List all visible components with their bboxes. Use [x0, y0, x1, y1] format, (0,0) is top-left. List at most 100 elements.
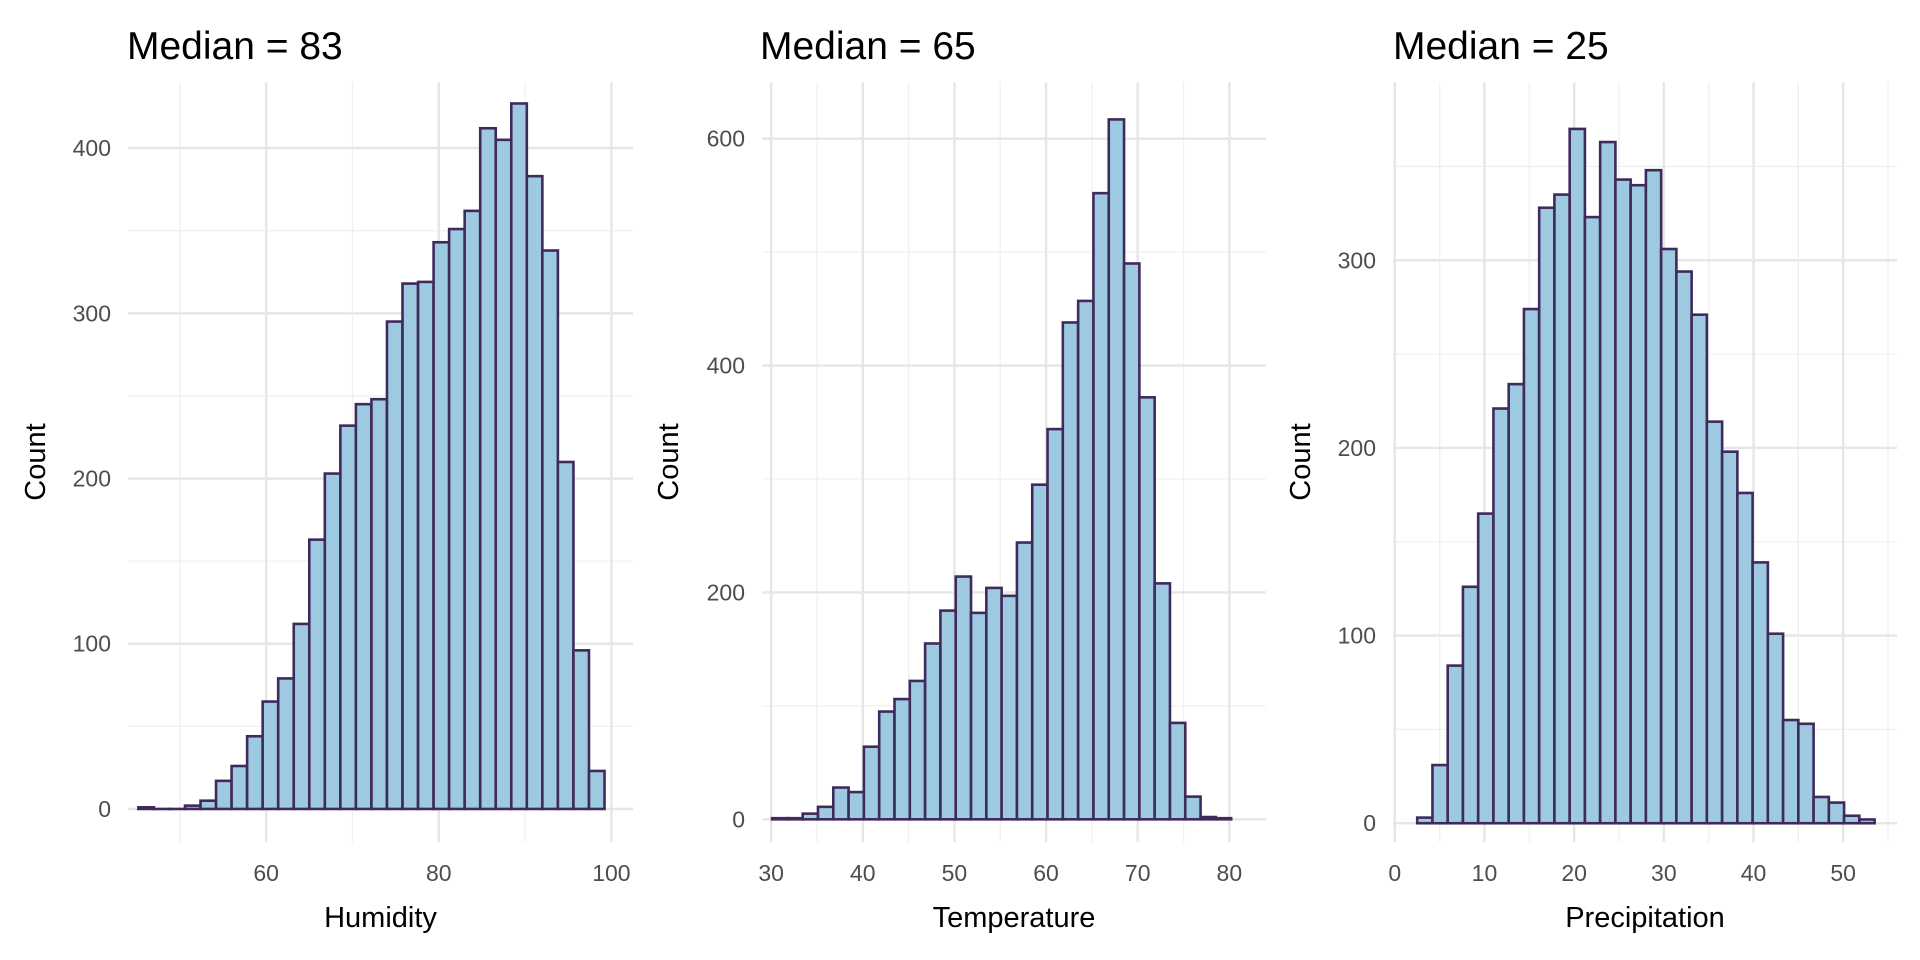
histogram-bar — [1461, 585, 1480, 825]
histogram-bar — [1614, 178, 1632, 825]
histogram-bar — [1842, 814, 1861, 825]
y-tick-label: 400 — [73, 135, 111, 161]
histogram-bar — [786, 816, 804, 821]
chart-panel-1: 60 80 100 0 100 200 300 400 Median = 83 Humidity C… — [20, 25, 633, 934]
chart-title: Median = 25 — [1393, 25, 1609, 68]
x-tick-label: 30 — [1651, 860, 1677, 886]
histogram-bar — [908, 679, 927, 821]
histogram-bar — [1199, 815, 1218, 821]
histogram-bar — [183, 804, 202, 811]
y-axis-label: Count — [653, 423, 685, 500]
histogram-bar — [541, 249, 560, 811]
x-tick-label: 30 — [758, 860, 784, 886]
y-tick-label: 100 — [1338, 623, 1376, 649]
histogram-bar — [1076, 299, 1095, 821]
histogram-bar — [509, 102, 529, 811]
histogram-bar — [1568, 127, 1587, 825]
histogram-bar — [1030, 483, 1049, 821]
histogram-bar — [261, 700, 280, 811]
histogram-bar — [1046, 427, 1065, 821]
y-tick-label: 0 — [732, 806, 745, 832]
x-tick-label: 10 — [1472, 860, 1498, 886]
histogram-bar — [276, 677, 296, 811]
histogram-bar — [1751, 561, 1770, 825]
histogram-bar — [1214, 816, 1233, 821]
y-tick-label: 300 — [73, 300, 111, 326]
y-tick-label: 300 — [1338, 247, 1376, 273]
histogram-bar — [1537, 206, 1556, 825]
histogram-bar — [1507, 382, 1526, 825]
histogram-bar — [416, 280, 435, 811]
x-tick-label: 100 — [592, 860, 630, 886]
histogram-bar — [1781, 718, 1800, 825]
x-tick-label: 20 — [1561, 860, 1587, 886]
histogram-bar — [1659, 247, 1678, 825]
histogram-bar — [292, 622, 311, 811]
histogram-bar — [862, 745, 881, 821]
histogram-bar — [1553, 193, 1571, 825]
histogram-bar — [985, 586, 1003, 821]
histogram-bar — [1168, 721, 1187, 821]
histogram-bar — [1476, 512, 1495, 825]
y-tick-label: 600 — [707, 126, 745, 152]
y-axis-label: Count — [20, 423, 52, 500]
x-tick-label: 50 — [1830, 860, 1856, 886]
histogram-bar — [1138, 396, 1156, 821]
y-axis-label: Count — [1285, 423, 1317, 500]
histogram-bar — [245, 734, 264, 811]
histogram-bar — [1644, 168, 1663, 825]
chart-panel-2: 30 40 50 60 70 80 0 200 400 600 Median = 65 Tempera… — [653, 25, 1266, 934]
histogram-bar — [463, 209, 482, 811]
chart-title: Median = 83 — [127, 25, 343, 68]
histogram-bar — [354, 402, 373, 811]
histogram-bar — [1797, 722, 1815, 825]
y-tick-label: 0 — [98, 796, 111, 822]
y-tick-label: 100 — [73, 631, 111, 657]
histogram-bar — [939, 609, 958, 821]
x-axis-label: Humidity — [324, 902, 437, 934]
histogram-bar — [1675, 270, 1693, 825]
histogram-bar — [1629, 183, 1648, 825]
chart-panel-3: 0 10 20 30 40 50 0 100 200 300 Median = 25 Precipit… — [1285, 25, 1897, 934]
histogram-bar — [1061, 321, 1080, 821]
histogram-bar — [1415, 816, 1434, 825]
histogram-bar — [478, 126, 498, 811]
x-tick-label: 70 — [1125, 860, 1151, 886]
histogram-bar — [214, 779, 233, 811]
histogram-bar — [877, 710, 896, 821]
x-axis-label: Precipitation — [1565, 902, 1725, 934]
x-tick-label: 0 — [1388, 860, 1401, 886]
x-tick-label: 80 — [426, 860, 452, 886]
histogram-bar — [432, 240, 451, 811]
histogram-bar — [1598, 140, 1617, 825]
histogram-bar — [137, 806, 156, 811]
histogram-bar — [969, 611, 988, 821]
histogram-bar — [1690, 313, 1709, 825]
x-tick-label: 50 — [942, 860, 968, 886]
histogram-bar — [816, 805, 835, 821]
histogram-bar — [1736, 491, 1754, 825]
histogram-bar — [572, 649, 591, 811]
y-tick-label: 400 — [707, 353, 745, 379]
histogram-bar — [1000, 594, 1019, 821]
histogram-bar — [893, 697, 912, 821]
histogram-bar — [1705, 420, 1724, 825]
y-tick-label: 200 — [73, 466, 111, 492]
chart-title: Median = 65 — [760, 25, 976, 68]
histogram-bar — [770, 816, 789, 821]
histogram-bar — [1446, 664, 1465, 825]
histogram-bar — [801, 812, 820, 821]
histogram-bar — [370, 397, 389, 811]
histogram-bar — [494, 138, 513, 811]
histogram-bar — [447, 227, 466, 811]
histogram-bar — [401, 282, 420, 811]
histogram-bar — [385, 320, 404, 811]
histogram-bar — [954, 575, 973, 821]
histogram-bar — [1583, 215, 1602, 825]
histogram-bar — [1153, 582, 1172, 821]
histogram-bar — [847, 790, 866, 821]
histogram-bar — [1766, 632, 1785, 825]
x-tick-label: 60 — [253, 860, 279, 886]
histogram-bar — [230, 764, 249, 811]
